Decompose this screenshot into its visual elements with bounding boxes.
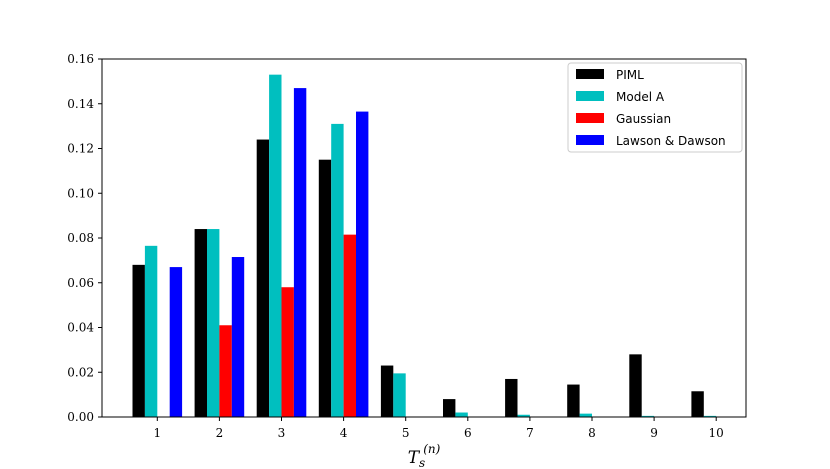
bar-piml-1 <box>132 264 145 417</box>
y-tick-label: 0.16 <box>67 52 94 66</box>
y-tick-label: 0.00 <box>67 410 94 424</box>
bar-piml-10 <box>691 391 704 417</box>
y-tick-label: 0.04 <box>67 321 94 335</box>
legend: PIML Model A Gaussian Lawson & Dawson <box>567 62 743 153</box>
bar-model-a-7 <box>517 414 530 417</box>
bar-gaussian-3 <box>281 287 294 417</box>
x-tick-label: 4 <box>340 426 348 440</box>
bar-piml-5 <box>380 365 394 417</box>
bar-model-a-10 <box>703 415 717 417</box>
bar-piml-6 <box>443 399 456 417</box>
y-axis: 0.00 0.02 0.04 0.06 0.08 0.10 0.12 0.14 0.16 <box>67 52 102 424</box>
y-tick-label: 0.14 <box>67 97 94 111</box>
x-tick-label: 6 <box>464 426 472 440</box>
legend-box <box>567 62 743 153</box>
bar-model-a-1 <box>144 245 158 417</box>
x-tick-label: 5 <box>402 426 410 440</box>
x-tick-label: 10 <box>709 426 724 440</box>
x-tick-label: 2 <box>216 426 224 440</box>
bar-model-a-6 <box>455 412 468 417</box>
y-tick-label: 0.08 <box>67 231 94 245</box>
bar-piml-9 <box>629 354 642 417</box>
legend-swatch-lawson-dawson <box>576 135 604 145</box>
y-tick-label: 0.02 <box>67 365 94 379</box>
x-axis-label: Ts(n) <box>408 442 441 469</box>
x-axis: 1 2 3 4 5 6 7 8 9 10 <box>153 417 724 440</box>
x-axis-label-sub: s <box>419 456 425 469</box>
y-tick-label: 0.10 <box>67 186 94 200</box>
x-tick-label: 9 <box>650 426 658 440</box>
x-tick-label: 1 <box>153 426 161 440</box>
legend-label-model-a: Model A <box>616 90 665 104</box>
y-tick-label: 0.06 <box>67 276 94 290</box>
bar-model-a-3 <box>269 74 282 417</box>
bar-piml-3 <box>256 139 270 418</box>
bar-piml-7 <box>505 378 518 417</box>
bar-lawson-dawson-2 <box>231 257 245 417</box>
bar-piml-8 <box>567 384 580 417</box>
legend-swatch-piml <box>576 69 604 79</box>
bar-piml-4 <box>318 159 332 417</box>
bars-group <box>132 74 717 418</box>
x-tick-label: 3 <box>278 426 286 440</box>
bar-piml-2 <box>194 229 207 417</box>
bar-lawson-dawson-3 <box>293 88 307 417</box>
x-axis-label-main: T <box>408 448 421 468</box>
bar-model-a-2 <box>207 229 220 417</box>
y-tick-label: 0.12 <box>67 142 94 156</box>
legend-swatch-gaussian <box>576 113 604 123</box>
x-axis-label-sup: (n) <box>423 442 440 456</box>
legend-label-gaussian: Gaussian <box>616 112 671 126</box>
bar-model-a-9 <box>641 415 655 417</box>
bar-lawson-dawson-4 <box>356 111 369 417</box>
legend-label-piml: PIML <box>616 68 644 82</box>
bar-gaussian-4 <box>343 234 356 417</box>
bar-model-a-4 <box>331 123 344 417</box>
legend-label-lawson-dawson: Lawson & Dawson <box>616 134 726 148</box>
bar-lawson-dawson-1 <box>169 267 183 417</box>
bar-model-a-5 <box>393 373 406 417</box>
x-tick-label: 8 <box>588 426 596 440</box>
bar-model-a-8 <box>579 413 592 417</box>
x-tick-label: 7 <box>526 426 534 440</box>
legend-swatch-model-a <box>576 91 604 101</box>
bar-gaussian-2 <box>219 325 232 417</box>
